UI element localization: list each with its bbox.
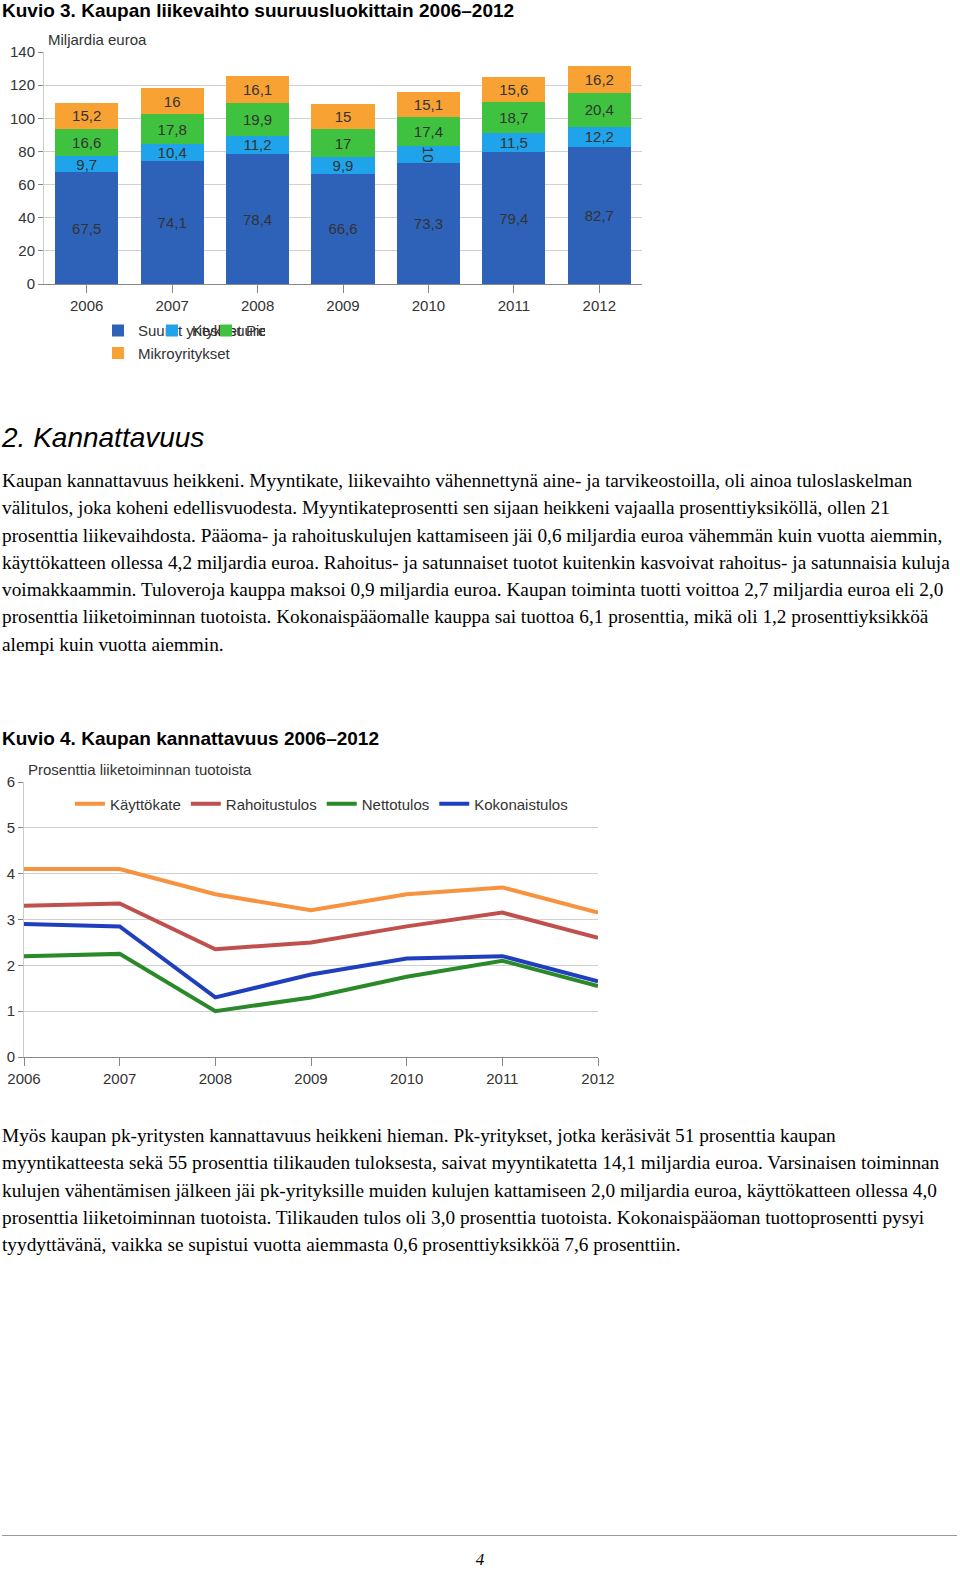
svg-text:2008: 2008 bbox=[199, 1070, 232, 1087]
svg-text:9,9: 9,9 bbox=[333, 157, 354, 174]
svg-text:2009: 2009 bbox=[326, 297, 359, 314]
svg-text:3: 3 bbox=[7, 911, 15, 928]
svg-text:17,8: 17,8 bbox=[158, 121, 187, 138]
svg-text:15,2: 15,2 bbox=[72, 107, 101, 124]
svg-text:0: 0 bbox=[27, 275, 35, 292]
svg-text:2006: 2006 bbox=[70, 297, 103, 314]
svg-text:Mikroyritykset: Mikroyritykset bbox=[138, 345, 231, 362]
svg-text:12,2: 12,2 bbox=[585, 128, 614, 145]
svg-text:0: 0 bbox=[7, 1048, 15, 1065]
svg-text:16: 16 bbox=[164, 93, 181, 110]
svg-text:Nettotulos: Nettotulos bbox=[362, 796, 430, 813]
svg-text:66,6: 66,6 bbox=[328, 220, 357, 237]
svg-text:79,4: 79,4 bbox=[499, 210, 528, 227]
svg-text:2011: 2011 bbox=[486, 1070, 518, 1087]
svg-text:100: 100 bbox=[10, 110, 35, 127]
svg-text:Pienet yritykset: Pienet yritykset bbox=[246, 322, 265, 339]
html-text:Kuvio 3. Kaupan liikevaihto su: Kuvio 3. Kaupan liikevaihto suuruusluoki… bbox=[2, 0, 515, 21]
svg-text:2012: 2012 bbox=[583, 297, 616, 314]
svg-text:Rahoitustulos: Rahoitustulos bbox=[226, 796, 317, 813]
svg-text:2008: 2008 bbox=[241, 297, 274, 314]
svg-text:Kokonaistulos: Kokonaistulos bbox=[474, 796, 567, 813]
svg-text:1: 1 bbox=[7, 1002, 15, 1019]
svg-text:18,7: 18,7 bbox=[499, 109, 528, 126]
svg-text:Prosenttia liiketoiminnan tuot: Prosenttia liiketoiminnan tuotoista bbox=[28, 761, 252, 778]
svg-text:6: 6 bbox=[7, 773, 15, 790]
svg-text:20: 20 bbox=[18, 242, 35, 259]
svg-text:120: 120 bbox=[10, 76, 35, 93]
svg-text:2010: 2010 bbox=[390, 1070, 423, 1087]
svg-text:140: 140 bbox=[10, 43, 35, 60]
svg-text:20,4: 20,4 bbox=[585, 101, 614, 118]
svg-text:2009: 2009 bbox=[294, 1070, 327, 1087]
svg-text:16,6: 16,6 bbox=[72, 134, 101, 151]
svg-text:2006: 2006 bbox=[7, 1070, 40, 1087]
svg-text:10,4: 10,4 bbox=[158, 144, 187, 161]
svg-text:11,2: 11,2 bbox=[244, 136, 272, 153]
html-text:Kaupan kannattavuus heikkeni.: Kaupan kannattavuus heikkeni. Myyntikate… bbox=[2, 470, 950, 655]
svg-text:19,9: 19,9 bbox=[243, 111, 272, 128]
svg-text:78,4: 78,4 bbox=[243, 211, 272, 228]
html-text:Kuvio 4. Kaupan kannattavuus 2: Kuvio 4. Kaupan kannattavuus 2006–2012 bbox=[2, 728, 379, 749]
svg-text:4: 4 bbox=[7, 865, 15, 882]
svg-text:2007: 2007 bbox=[103, 1070, 136, 1087]
svg-text:82,7: 82,7 bbox=[585, 207, 614, 224]
svg-text:17: 17 bbox=[335, 135, 352, 152]
svg-text:60: 60 bbox=[18, 176, 35, 193]
html-text:4: 4 bbox=[475, 1550, 485, 1569]
svg-text:2007: 2007 bbox=[155, 297, 188, 314]
svg-text:2: 2 bbox=[7, 957, 15, 974]
svg-text:15: 15 bbox=[335, 108, 352, 125]
svg-text:16,2: 16,2 bbox=[585, 71, 614, 88]
svg-text:67,5: 67,5 bbox=[72, 220, 101, 237]
svg-text:80: 80 bbox=[18, 143, 35, 160]
svg-text:2010: 2010 bbox=[412, 297, 445, 314]
svg-text:40: 40 bbox=[18, 209, 35, 226]
svg-text:15,1: 15,1 bbox=[414, 96, 443, 113]
svg-text:5: 5 bbox=[7, 819, 15, 836]
svg-text:2011: 2011 bbox=[498, 297, 530, 314]
svg-text:73,3: 73,3 bbox=[414, 215, 443, 232]
svg-text:74,1: 74,1 bbox=[158, 214, 187, 231]
svg-text:Miljardia euroa: Miljardia euroa bbox=[48, 31, 147, 48]
svg-text:17,4: 17,4 bbox=[414, 123, 443, 140]
html-text:2. Kannattavuus: 2. Kannattavuus bbox=[2, 422, 205, 453]
svg-text:16,1: 16,1 bbox=[243, 81, 272, 98]
svg-text:Käyttökate: Käyttökate bbox=[110, 796, 181, 813]
svg-text:2012: 2012 bbox=[581, 1070, 614, 1087]
svg-text:9,7: 9,7 bbox=[76, 156, 97, 173]
svg-text:15,6: 15,6 bbox=[499, 81, 528, 98]
html-text:Myös kaupan pk-yritysten kanna: Myös kaupan pk-yritysten kannattavuus he… bbox=[2, 1125, 940, 1256]
svg-text:10: 10 bbox=[420, 146, 437, 163]
svg-text:11,5: 11,5 bbox=[500, 134, 528, 151]
